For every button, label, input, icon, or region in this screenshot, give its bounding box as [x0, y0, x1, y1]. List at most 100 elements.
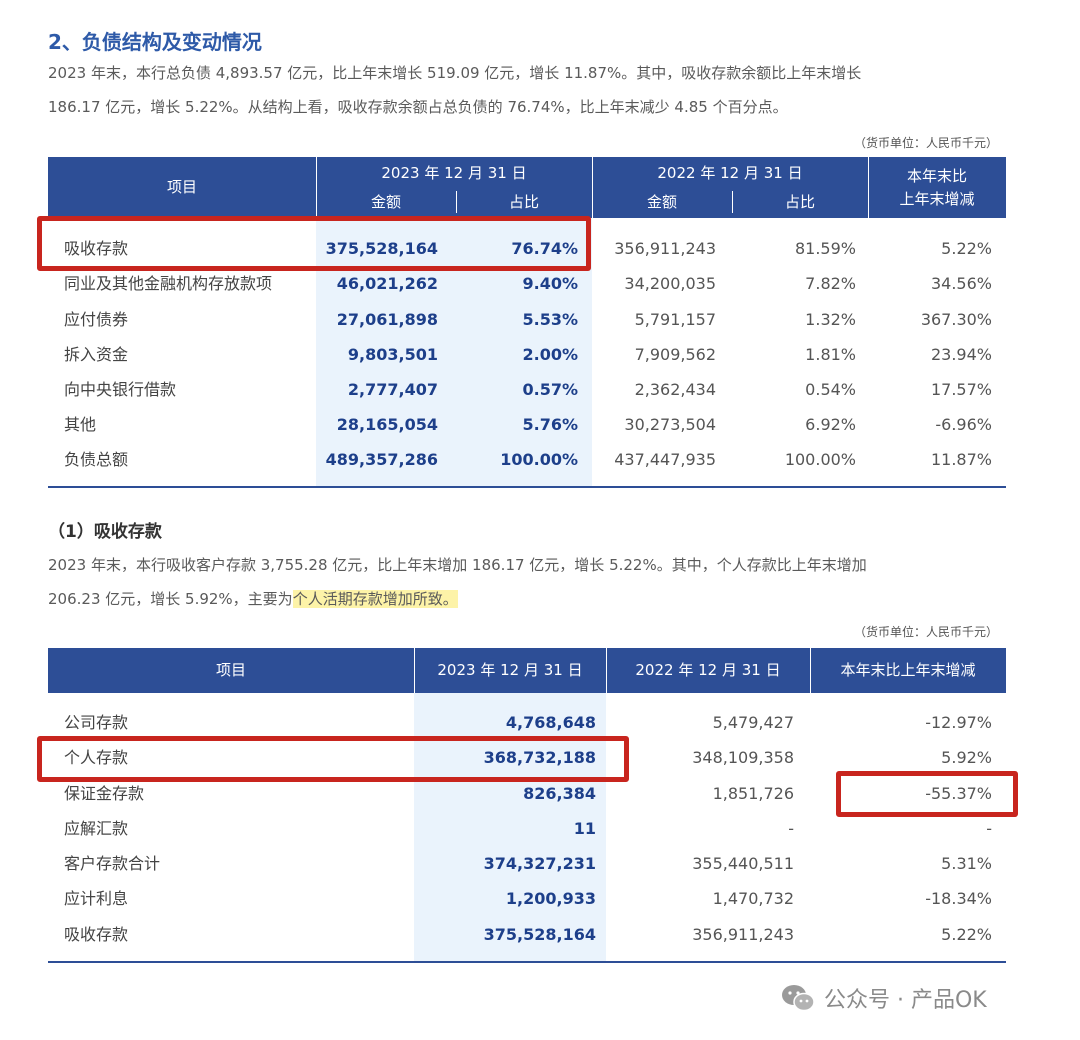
header-2022: 2022 年 12 月 31 日 [657, 164, 803, 182]
table-row: 向中央银行借款 2,777,407 0.57% 2,362,434 0.54% … [48, 372, 1006, 408]
table-row: 公司存款 4,768,648 5,479,427 -12.97% [48, 705, 1006, 741]
row-share-2022: 7.82% [805, 274, 856, 293]
row-name: 其他 [64, 415, 97, 434]
highlighted-text: 个人活期存款增加所致。 [292, 590, 458, 608]
section-paragraph-line-2: 186.17 亿元，增长 5.22%。从结构上看，吸收存款余额占总负债的 76.… [48, 98, 788, 116]
subsection-paragraph: 2023 年末，本行吸收客户存款 3,755.28 亿元，比上年末增加 186.… [48, 548, 1038, 616]
row-change: 5.22% [941, 925, 992, 944]
row-amount-2022: 356,911,243 [614, 239, 716, 258]
row-name: 拆入资金 [64, 345, 129, 364]
row-change: 34.56% [930, 274, 992, 293]
section-paragraph: 2023 年末，本行总负债 4,893.57 亿元，比上年末增长 519.09 … [48, 56, 1038, 124]
row-name: 客户存款合计 [64, 854, 161, 873]
table-row: 吸收存款 375,528,164 356,911,243 5.22% [48, 917, 1006, 953]
row-change: -18.34% [925, 889, 992, 908]
row-change: -55.37% [925, 784, 992, 803]
row-value-2023: 375,528,164 [483, 925, 596, 944]
row-amount-2023: 28,165,054 [336, 415, 438, 434]
header-divider [868, 157, 869, 218]
row-change: 367.30% [920, 310, 992, 329]
row-value-2022: 1,851,726 [712, 784, 794, 803]
header-2023-amount: 金额 [370, 193, 401, 211]
table-row: 拆入资金 9,803,501 2.00% 7,909,562 1.81% 23.… [48, 337, 1006, 373]
row-value-2023: 4,768,648 [505, 713, 596, 732]
row-amount-2022: 7,909,562 [634, 345, 716, 364]
currency-unit-note: （货币单位：人民币千元） [853, 625, 998, 639]
table-row: 应付债券 27,061,898 5.53% 5,791,157 1.32% 36… [48, 302, 1006, 338]
row-value-2022: 355,440,511 [692, 854, 794, 873]
row-share-2022: 1.32% [805, 310, 856, 329]
header-2022-amount: 金额 [646, 193, 677, 211]
row-share-2022: 81.59% [794, 239, 856, 258]
row-value-2023: 826,384 [523, 784, 596, 803]
wechat-icon [780, 983, 816, 1013]
row-value-2022: 356,911,243 [692, 925, 794, 944]
row-name: 吸收存款 [64, 239, 129, 258]
row-amount-2023: 27,061,898 [336, 310, 438, 329]
row-amount-2023: 375,528,164 [325, 239, 438, 258]
row-share-2023: 5.53% [522, 310, 578, 329]
row-share-2022: 100.00% [784, 450, 856, 469]
row-value-2023: 11 [573, 819, 596, 838]
table-row: 吸收存款 375,528,164 76.74% 356,911,243 81.5… [48, 231, 1006, 267]
row-value-2022: 348,109,358 [692, 748, 794, 767]
header-divider [732, 191, 733, 213]
header-divider [414, 648, 415, 693]
header-divider [592, 157, 593, 218]
row-share-2023: 100.00% [500, 450, 578, 469]
header-2023-share: 占比 [508, 193, 539, 211]
table-row: 同业及其他金融机构存放款项 46,021,262 9.40% 34,200,03… [48, 266, 1006, 302]
row-value-2022: 1,470,732 [712, 889, 794, 908]
row-share-2022: 6.92% [805, 415, 856, 434]
row-name: 保证金存款 [64, 784, 145, 803]
section-paragraph-line-1: 2023 年末，本行总负债 4,893.57 亿元，比上年末增长 519.09 … [48, 64, 862, 82]
header-item: 项目 [166, 178, 197, 196]
row-change: 5.92% [941, 748, 992, 767]
table-row: 应解汇款 11 - - [48, 811, 1006, 847]
row-share-2022: 0.54% [805, 380, 856, 399]
annotation-box-deposits-row [37, 216, 591, 271]
header-item: 项目 [215, 661, 246, 679]
row-share-2023: 2.00% [522, 345, 578, 364]
table-row: 应计利息 1,200,933 1,470,732 -18.34% [48, 881, 1006, 917]
header-change: 本年末比上年末增减 [840, 661, 976, 679]
watermark: 公众号 · 产品OK [780, 980, 987, 1016]
table-row: 保证金存款 826,384 1,851,726 -55.37% [48, 776, 1006, 812]
row-value-2023: 1,200,933 [505, 889, 596, 908]
row-name: 应付债券 [64, 310, 129, 329]
row-change: 5.22% [941, 239, 992, 258]
header-divider [456, 191, 457, 213]
table-row: 客户存款合计 374,327,231 355,440,511 5.31% [48, 846, 1006, 882]
paragraph-plain-text: 206.23 亿元，增长 5.92%，主要为 [48, 590, 293, 608]
row-name: 向中央银行借款 [64, 380, 177, 399]
row-value-2022: - [788, 819, 794, 838]
annotation-box-personal-deposits-row [37, 736, 629, 782]
row-name: 负债总额 [64, 450, 129, 469]
row-amount-2022: 2,362,434 [634, 380, 716, 399]
row-name: 应解汇款 [64, 819, 129, 838]
row-share-2023: 76.74% [511, 239, 578, 258]
row-amount-2023: 2,777,407 [347, 380, 438, 399]
watermark-text: 公众号 · 产品OK [824, 988, 987, 1013]
row-value-2023: 368,732,188 [483, 748, 596, 767]
row-name: 同业及其他金融机构存放款项 [64, 274, 273, 293]
subsection-title: （1）吸收存款 [48, 522, 162, 542]
highlight-column-2023 [316, 218, 592, 486]
liability-structure-table: 项目 2023 年 12 月 31 日 金额 占比 2022 年 12 月 31… [48, 157, 1006, 489]
table-row: 负债总额 489,357,286 100.00% 437,447,935 100… [48, 442, 1006, 478]
row-amount-2022: 5,791,157 [634, 310, 716, 329]
table-row: 其他 28,165,054 5.76% 30,273,504 6.92% -6.… [48, 407, 1006, 443]
row-amount-2023: 46,021,262 [336, 274, 438, 293]
table-header: 项目 2023 年 12 月 31 日 2022 年 12 月 31 日 本年末… [48, 648, 1006, 693]
row-amount-2022: 34,200,035 [624, 274, 716, 293]
row-name: 个人存款 [64, 748, 129, 767]
row-value-2023: 374,327,231 [483, 854, 596, 873]
table-row: 个人存款 368,732,188 348,109,358 5.92% [48, 740, 1006, 776]
header-2023: 2023 年 12 月 31 日 [437, 661, 583, 679]
row-amount-2023: 489,357,286 [325, 450, 438, 469]
header-2022: 2022 年 12 月 31 日 [635, 661, 781, 679]
header-divider [810, 648, 811, 693]
row-share-2023: 0.57% [522, 380, 578, 399]
header-2022-share: 占比 [784, 193, 815, 211]
header-2023: 2023 年 12 月 31 日 [381, 164, 527, 182]
